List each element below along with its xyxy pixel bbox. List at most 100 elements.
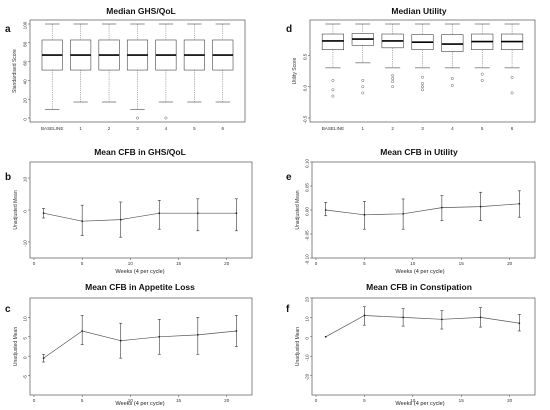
box-outlier	[331, 78, 335, 82]
box-outlier	[450, 77, 454, 80]
data-point	[440, 206, 443, 209]
y-axis-label: Utility Score	[292, 57, 298, 84]
panel-title-d: Median Utility	[391, 6, 447, 16]
box-outlier	[480, 72, 484, 76]
data-point	[363, 213, 366, 216]
box-body	[441, 34, 464, 52]
y-tick-label: 0.0	[303, 85, 308, 92]
x-tick-label: 2	[108, 126, 111, 131]
data-point	[402, 316, 405, 319]
panel-letter-b: b	[5, 172, 11, 183]
x-axis-label: Weeks (4 per cycle)	[115, 269, 164, 275]
data-point	[324, 335, 327, 338]
panel-letter-c: c	[5, 304, 11, 315]
y-tick-label: 0	[23, 356, 28, 359]
y-tick-label: -0.05	[305, 230, 310, 241]
box-outlier	[391, 80, 395, 84]
data-point	[81, 220, 84, 223]
y-tick-label: 0.10	[305, 159, 310, 168]
x-axis-label: Weeks (4 per cycle)	[395, 269, 444, 275]
plot-frame	[29, 19, 246, 123]
y-tick-label: -10	[305, 354, 310, 361]
plot-frame	[309, 19, 536, 123]
x-tick-label: BASELINE	[41, 126, 63, 131]
plot-frame	[29, 161, 253, 259]
y-tick-label: -0.5	[303, 115, 308, 123]
data-point	[518, 322, 521, 325]
box-outlier	[136, 116, 139, 120]
y-tick-label: 10	[23, 177, 28, 183]
y-tick-label: 0.05	[305, 183, 310, 192]
y-tick-label: 80	[23, 41, 28, 47]
box-outlier	[164, 116, 168, 120]
data-point	[479, 205, 482, 208]
x-tick-label: 5	[81, 398, 84, 403]
x-tick-label: 4	[165, 126, 168, 131]
box-outlier	[421, 85, 424, 89]
y-tick-label: -5	[23, 375, 28, 380]
box-outlier	[391, 73, 395, 77]
y-axis-label: Unadjusted Mean	[295, 190, 301, 229]
box-outlier	[450, 83, 454, 87]
x-tick-label: 10	[128, 261, 134, 266]
y-tick-label: 0.5	[303, 53, 308, 60]
x-tick-label: 15	[176, 398, 182, 403]
x-tick-label: 5	[81, 261, 84, 266]
y-tick-label: 20	[23, 98, 28, 104]
x-tick-label: 4	[451, 126, 454, 131]
data-point	[363, 314, 366, 317]
x-tick-label: BASELINE	[322, 126, 344, 131]
data-point	[518, 202, 521, 205]
x-tick-label: 20	[507, 261, 513, 266]
panel-letter-d: d	[286, 24, 292, 35]
data-point	[440, 318, 443, 321]
y-tick-label: 0.00	[305, 207, 310, 216]
x-tick-label: 0	[315, 261, 318, 266]
y-tick-label: -20	[305, 373, 310, 380]
x-tick-label: 15	[459, 261, 465, 266]
data-point	[324, 209, 327, 211]
box-body	[321, 33, 344, 50]
x-tick-label: 2	[391, 126, 394, 131]
data-point	[158, 212, 161, 215]
box-outlier	[421, 75, 424, 79]
box-outlier	[421, 82, 424, 85]
box-outlier	[361, 91, 365, 95]
x-axis-label: Weeks (4 per cycle)	[395, 401, 444, 407]
box-outlier	[361, 78, 365, 82]
data-point	[196, 212, 199, 215]
data-point	[81, 330, 84, 332]
data-point	[235, 212, 238, 215]
data-point	[42, 357, 45, 360]
x-axis-label: Weeks (4 per cycle)	[115, 401, 164, 407]
x-tick-label: 1	[79, 126, 82, 131]
data-point	[196, 333, 199, 336]
x-tick-label: 5	[481, 126, 484, 131]
x-tick-label: 20	[224, 398, 230, 403]
box-outlier	[331, 94, 335, 98]
plot-frame	[29, 297, 253, 396]
y-axis-label: Unadjusted Mean	[13, 190, 19, 229]
data-point	[402, 212, 405, 215]
panel-letter-e: e	[286, 172, 292, 183]
y-tick-label: 20	[305, 297, 310, 303]
box-outlier	[331, 88, 335, 92]
data-point	[158, 335, 161, 338]
data-point	[235, 330, 238, 332]
x-tick-label: 3	[136, 126, 139, 131]
x-tick-label: 20	[224, 261, 230, 266]
panel-title-b: Mean CFB in GHS/QoL	[94, 147, 186, 157]
data-point	[42, 212, 45, 215]
y-tick-label: 10	[23, 316, 28, 322]
box-outlier	[421, 88, 424, 92]
data-point	[119, 339, 122, 342]
y-tick-label: 40	[23, 79, 28, 85]
y-axis-label: Standardised Score	[12, 49, 18, 93]
y-tick-label: 5	[23, 337, 28, 340]
panel-letter-f: f	[286, 304, 290, 315]
y-tick-label: -0.10	[305, 254, 310, 265]
x-tick-label: 10	[410, 398, 416, 403]
y-axis-label: Unadjusted Mean	[295, 327, 301, 366]
y-tick-label: 10	[305, 316, 310, 322]
